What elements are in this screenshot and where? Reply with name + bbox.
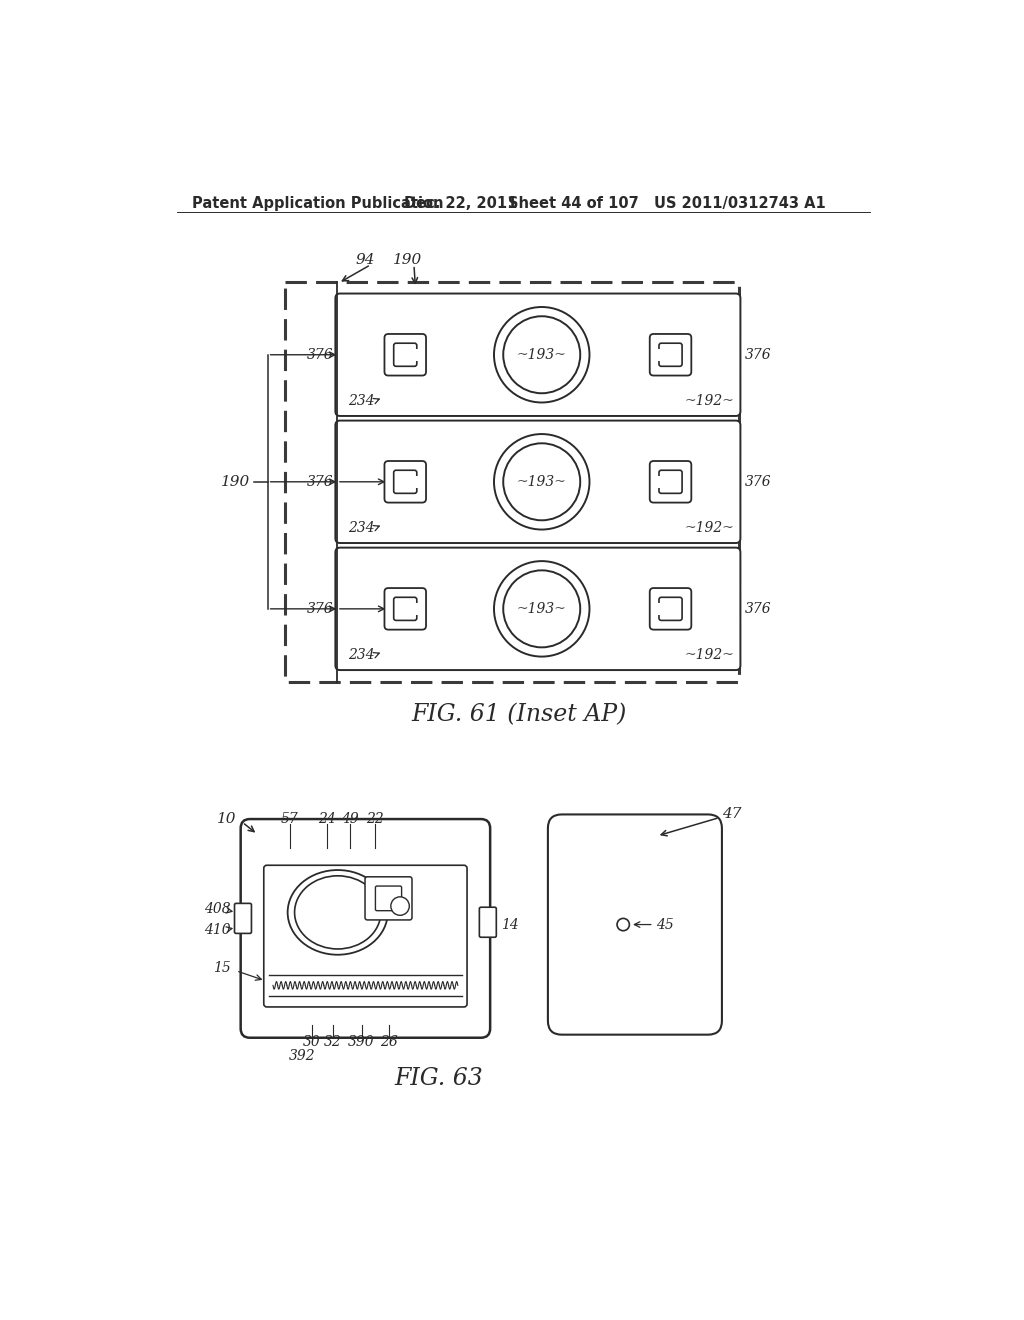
FancyBboxPatch shape (650, 461, 691, 503)
Text: ~192~: ~192~ (685, 648, 735, 661)
FancyBboxPatch shape (659, 470, 682, 494)
Circle shape (391, 896, 410, 915)
Text: 234: 234 (348, 648, 375, 661)
Circle shape (494, 308, 590, 403)
Text: Dec. 22, 2011: Dec. 22, 2011 (403, 195, 517, 211)
FancyBboxPatch shape (336, 293, 740, 416)
Text: 376: 376 (745, 602, 772, 616)
Text: 234: 234 (348, 393, 375, 408)
Text: 32: 32 (325, 1035, 342, 1049)
FancyBboxPatch shape (393, 343, 417, 367)
FancyBboxPatch shape (336, 421, 740, 543)
FancyBboxPatch shape (384, 461, 426, 503)
Text: 408: 408 (204, 902, 230, 916)
Text: 94: 94 (355, 253, 375, 267)
Text: 26: 26 (380, 1035, 397, 1049)
FancyBboxPatch shape (384, 334, 426, 376)
FancyBboxPatch shape (479, 907, 497, 937)
Bar (414, 603, 424, 615)
Circle shape (503, 570, 581, 647)
Text: 22: 22 (366, 812, 384, 826)
Bar (285, 281, 739, 682)
Text: 410: 410 (204, 923, 230, 937)
Text: 45: 45 (656, 917, 674, 932)
Text: 392: 392 (289, 1049, 315, 1063)
Text: 47: 47 (722, 808, 741, 821)
Text: ~193~: ~193~ (517, 475, 566, 488)
Ellipse shape (288, 870, 388, 954)
FancyBboxPatch shape (264, 866, 467, 1007)
FancyBboxPatch shape (650, 334, 691, 376)
Circle shape (503, 444, 581, 520)
Text: ~193~: ~193~ (517, 602, 566, 616)
Text: 57: 57 (281, 812, 299, 826)
Circle shape (494, 434, 590, 529)
FancyBboxPatch shape (393, 470, 417, 494)
Bar (414, 348, 424, 360)
Text: US 2011/0312743 A1: US 2011/0312743 A1 (654, 195, 826, 211)
Bar (652, 603, 663, 615)
FancyBboxPatch shape (659, 597, 682, 620)
FancyBboxPatch shape (234, 903, 252, 933)
Circle shape (617, 919, 630, 931)
FancyBboxPatch shape (548, 814, 722, 1035)
FancyBboxPatch shape (659, 343, 682, 367)
Text: 376: 376 (306, 347, 333, 362)
Circle shape (503, 317, 581, 393)
Text: ~192~: ~192~ (685, 520, 735, 535)
Text: 234: 234 (348, 520, 375, 535)
Text: 14: 14 (501, 917, 519, 932)
Ellipse shape (295, 875, 381, 949)
Text: 24: 24 (318, 812, 336, 826)
FancyBboxPatch shape (365, 876, 412, 920)
Text: ~193~: ~193~ (517, 347, 566, 362)
FancyBboxPatch shape (650, 589, 691, 630)
Bar (652, 475, 663, 488)
Text: 15: 15 (213, 961, 230, 975)
Text: FIG. 61 (Inset AP): FIG. 61 (Inset AP) (412, 702, 627, 726)
Text: Patent Application Publication: Patent Application Publication (193, 195, 443, 211)
Text: 190: 190 (393, 253, 422, 267)
Text: 376: 376 (306, 602, 333, 616)
Text: 10: 10 (216, 812, 237, 826)
Text: 30: 30 (303, 1035, 321, 1049)
Circle shape (494, 561, 590, 656)
Bar (414, 475, 424, 488)
Text: 49: 49 (341, 812, 358, 826)
Bar (652, 348, 663, 360)
Text: 390: 390 (348, 1035, 375, 1049)
FancyBboxPatch shape (376, 886, 401, 911)
Text: 190: 190 (220, 475, 250, 488)
Text: 376: 376 (306, 475, 333, 488)
Text: Sheet 44 of 107: Sheet 44 of 107 (508, 195, 639, 211)
FancyBboxPatch shape (384, 589, 426, 630)
Text: 376: 376 (745, 475, 772, 488)
FancyBboxPatch shape (241, 818, 490, 1038)
Text: FIG. 63: FIG. 63 (394, 1067, 483, 1090)
FancyBboxPatch shape (393, 597, 417, 620)
Text: 376: 376 (745, 347, 772, 362)
FancyBboxPatch shape (336, 548, 740, 671)
Text: ~192~: ~192~ (685, 393, 735, 408)
